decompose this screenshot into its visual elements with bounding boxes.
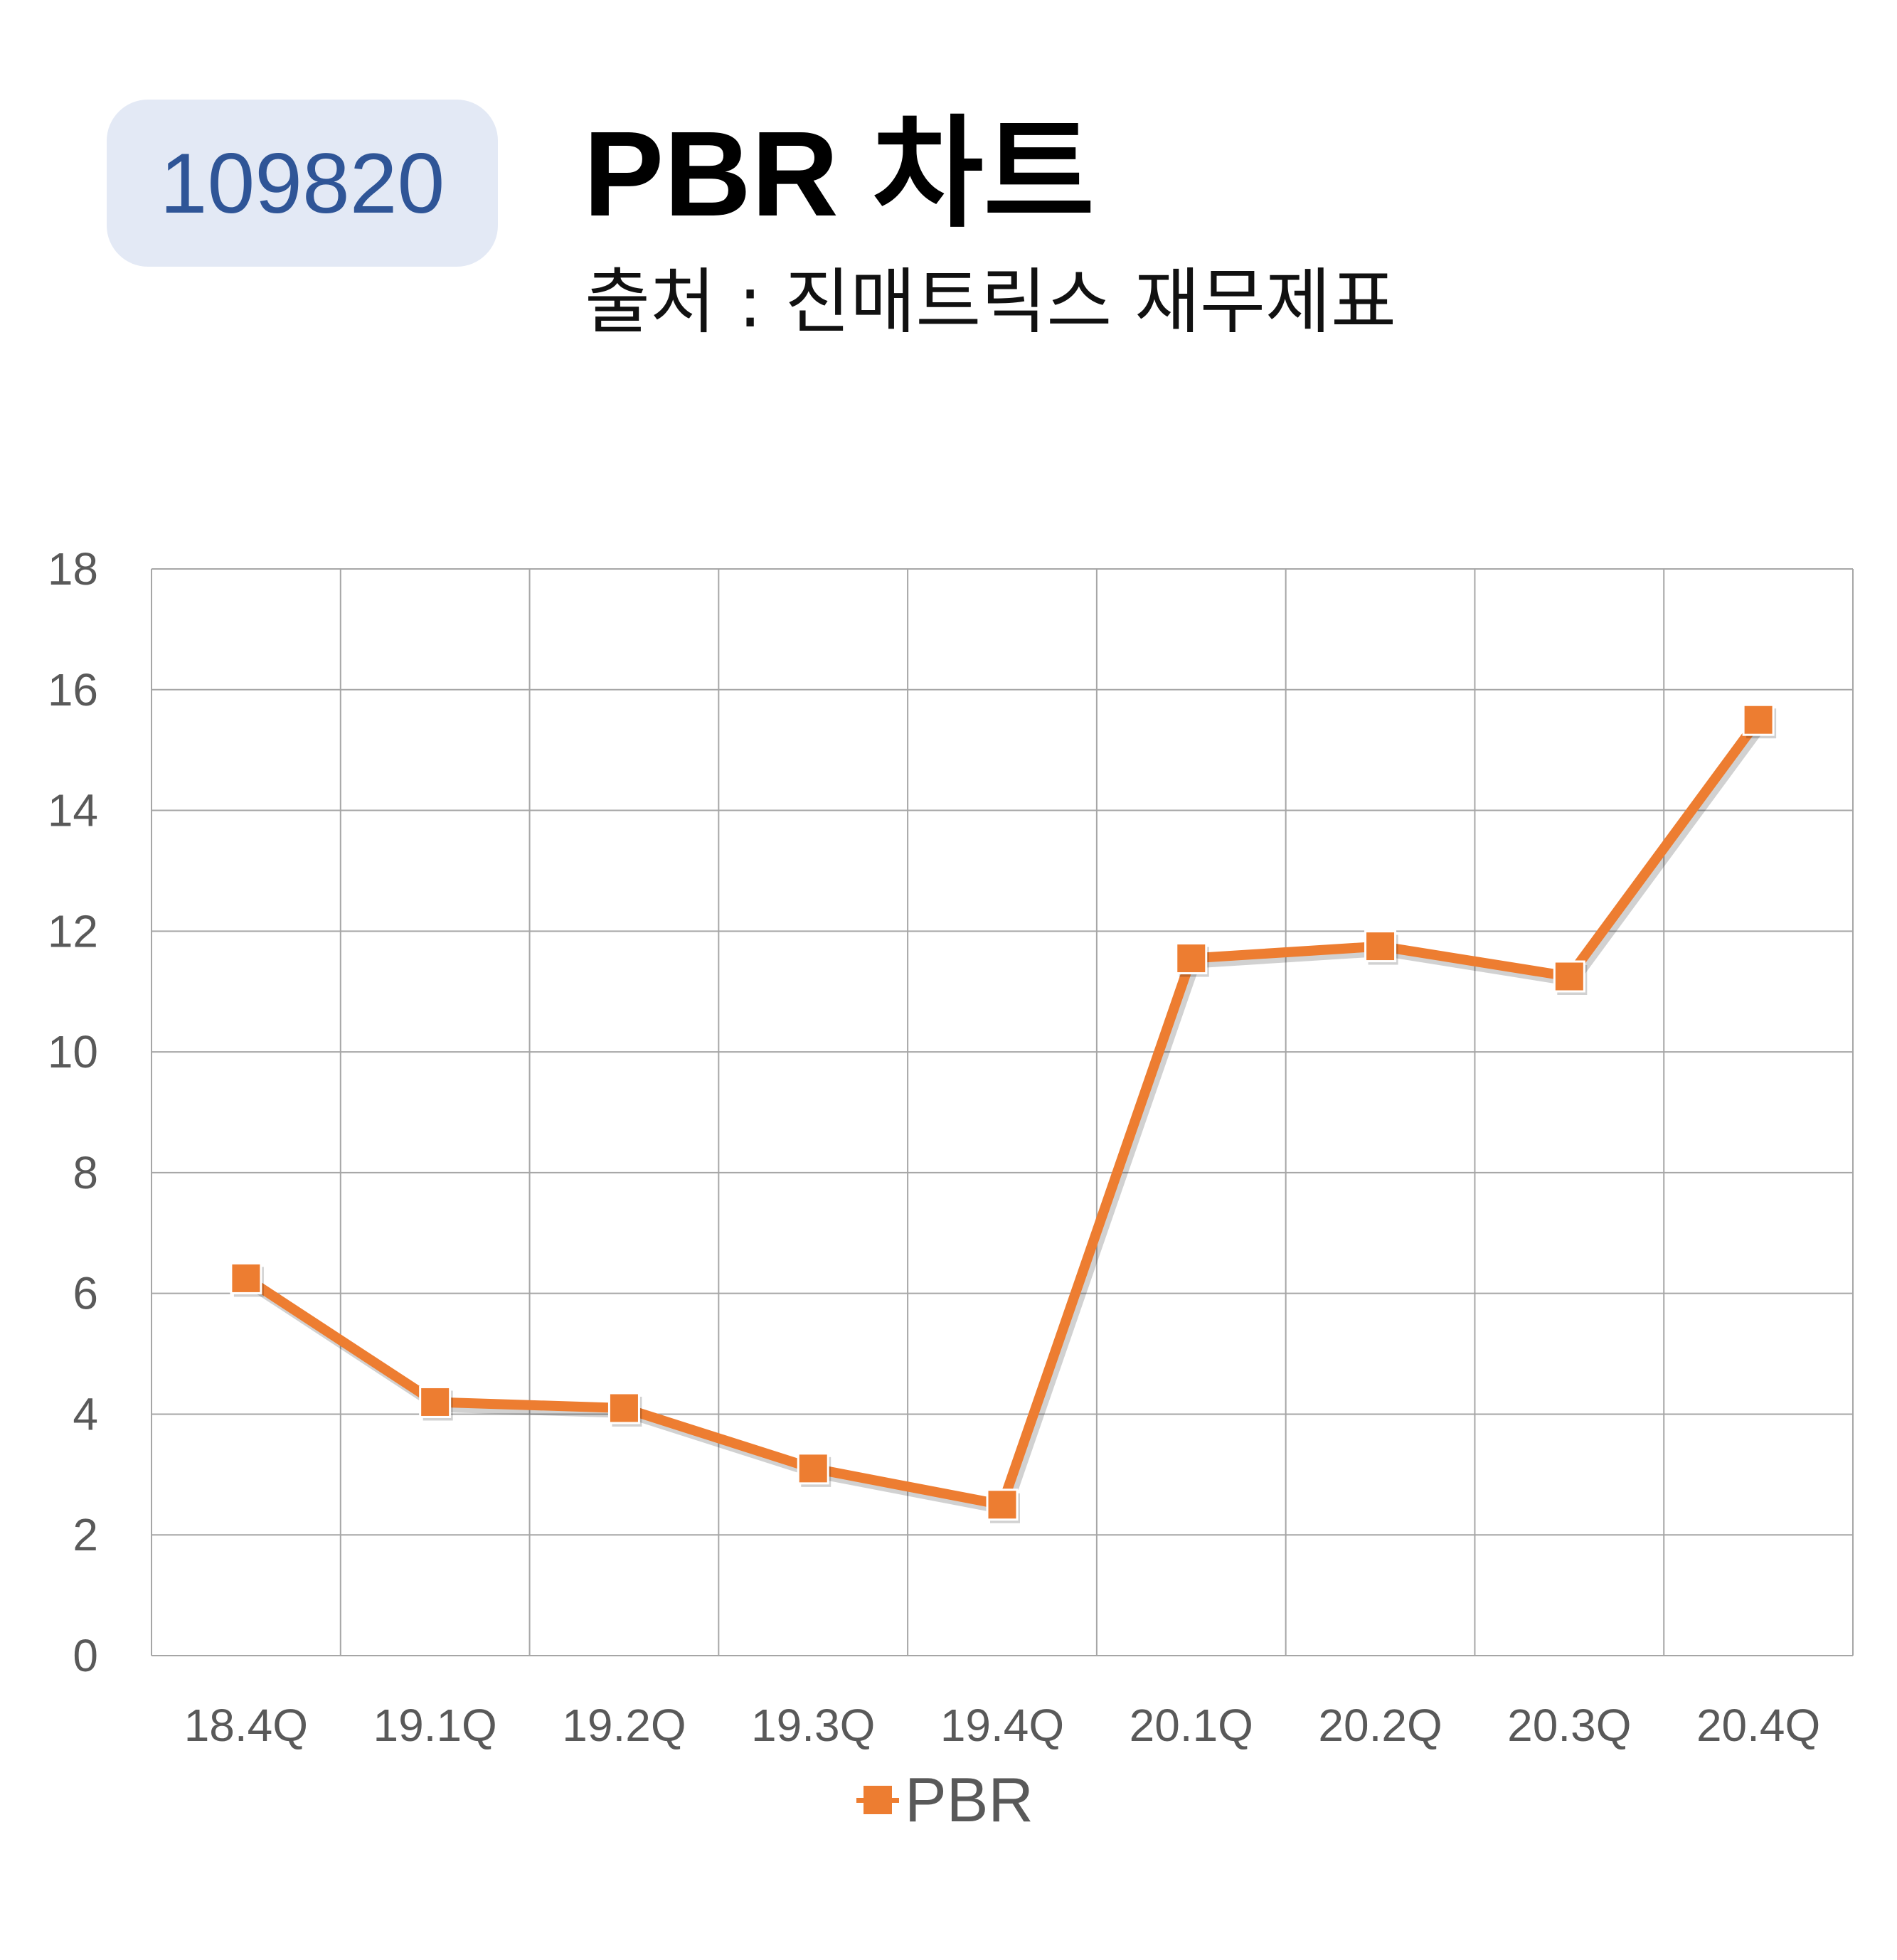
data-point-marker [797, 1452, 829, 1485]
series-line-shadow [246, 720, 1767, 1515]
data-point-marker [1553, 960, 1585, 993]
data-point-marker [230, 1262, 262, 1294]
x-tick-label: 19.3Q [751, 1700, 875, 1751]
y-tick-label: 0 [73, 1630, 98, 1681]
data-point-marker [419, 1385, 452, 1418]
y-tick-label: 10 [48, 1026, 98, 1077]
y-tick-label: 4 [73, 1388, 98, 1439]
data-point-marker [1364, 930, 1397, 963]
data-point-marker [607, 1392, 640, 1424]
chart-subtitle: 출처 : 진매트릭스 재무제표 [585, 260, 1397, 343]
x-tick-label: 20.4Q [1696, 1700, 1820, 1751]
x-tick-label: 19.4Q [940, 1700, 1064, 1751]
series-line-pbr [240, 715, 1764, 1510]
data-point-marker [1742, 703, 1775, 736]
y-tick-label: 12 [48, 905, 98, 957]
legend-label-pbr: PBR [905, 1764, 1033, 1835]
grid-lines [151, 568, 1854, 1656]
x-tick-label: 19.1Q [373, 1700, 496, 1751]
legend: PBR [856, 1764, 1033, 1836]
x-tick-label: 19.2Q [562, 1700, 686, 1751]
y-tick-label: 6 [73, 1268, 98, 1319]
y-axis-ticks: 0 2 4 6 8 10 12 14 16 18 [48, 543, 98, 1681]
y-tick-label: 16 [48, 664, 98, 715]
ticker-badge: 109820 [107, 100, 498, 267]
chart-title: PBR 차트 [583, 107, 1095, 242]
x-tick-label: 20.2Q [1318, 1700, 1442, 1751]
y-tick-label: 2 [73, 1509, 98, 1560]
ticker-code: 109820 [159, 135, 445, 231]
y-tick-label: 18 [48, 543, 98, 595]
series-layer [230, 703, 1777, 1523]
data-point-marker [1175, 942, 1208, 975]
x-tick-label: 20.3Q [1507, 1700, 1631, 1751]
y-tick-label: 14 [48, 785, 98, 836]
data-point-marker [986, 1488, 1019, 1521]
legend-marker-icon [856, 1786, 899, 1814]
x-tick-label: 18.4Q [184, 1700, 308, 1751]
y-tick-label: 8 [73, 1147, 98, 1198]
x-tick-label: 20.1Q [1130, 1700, 1253, 1751]
x-axis-ticks: 18.4Q 19.1Q 19.2Q 19.3Q 19.4Q 20.1Q 20.2Q 20.3Q… [184, 1700, 1821, 1751]
